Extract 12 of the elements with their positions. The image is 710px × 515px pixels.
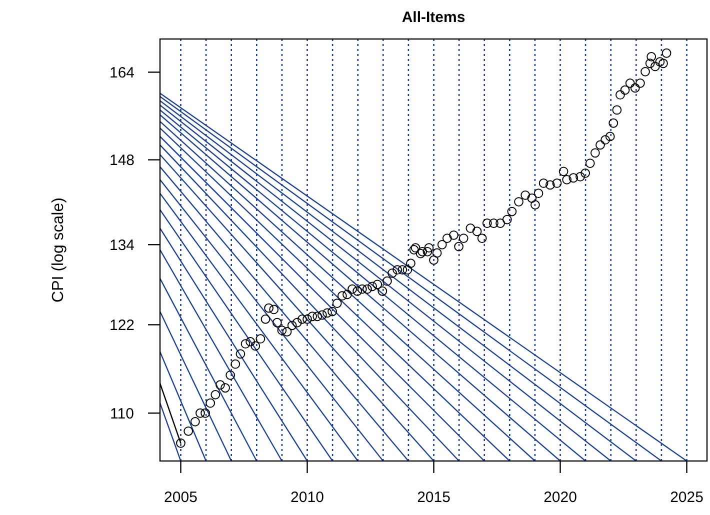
x-tick-label: 2025 <box>670 489 704 506</box>
chart-title: All-Items <box>402 9 466 26</box>
y-tick-label: 148 <box>109 152 135 170</box>
x-tick-label: 2020 <box>544 489 577 506</box>
y-axis-title: CPI (log scale) <box>50 198 67 302</box>
x-tick-label: 2005 <box>164 489 198 506</box>
x-tick-label: 2010 <box>290 489 324 506</box>
x-tick-label: 2015 <box>417 489 450 506</box>
y-tick-label: 134 <box>109 236 135 254</box>
y-tick-label: 110 <box>110 405 134 422</box>
y-tick-label: 122 <box>109 316 135 334</box>
y-tick-label: 164 <box>109 64 135 82</box>
